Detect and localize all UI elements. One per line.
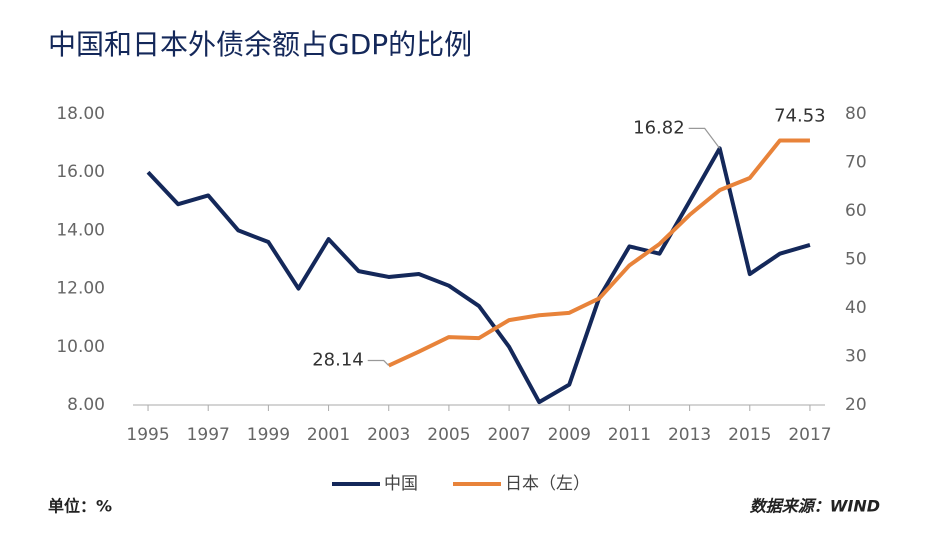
x-tick-label: 2001	[307, 425, 350, 445]
data-label: 74.53	[774, 106, 826, 127]
y2-tick-label: 20	[845, 395, 867, 415]
leader-line	[367, 359, 390, 366]
y-tick-label: 10.00	[56, 337, 105, 357]
x-tick-label: 2015	[728, 425, 771, 445]
series-line	[387, 138, 810, 368]
y2-tick-label: 40	[845, 298, 867, 318]
y2-tick-label: 70	[845, 153, 867, 173]
y2-tick-label: 30	[845, 347, 867, 367]
x-tick-label: 2003	[367, 425, 410, 445]
x-tick-label: 1999	[247, 425, 290, 445]
unit-note: 单位：%	[48, 497, 112, 516]
x-tick-label: 2009	[548, 425, 591, 445]
x-tick-label: 2005	[427, 425, 470, 445]
x-tick-label: 1997	[187, 425, 230, 445]
y-tick-label: 12.00	[56, 279, 105, 299]
y-tick-label: 16.00	[56, 162, 105, 182]
x-tick-label: 2007	[487, 425, 530, 445]
leader-line	[688, 127, 721, 149]
x-tick-label: 2017	[788, 425, 831, 445]
source-note: 数据来源：WIND	[750, 497, 880, 516]
y-tick-label: 8.00	[67, 395, 105, 415]
legend-label: 中国	[384, 474, 418, 494]
data-label: 16.82	[633, 117, 685, 138]
y2-tick-label: 60	[845, 201, 867, 221]
y-tick-label: 18.00	[56, 104, 105, 124]
series-line	[146, 146, 811, 405]
data-label: 28.14	[312, 350, 364, 371]
x-tick-label: 2011	[608, 425, 651, 445]
y-tick-label: 14.00	[56, 220, 105, 240]
y2-tick-label: 50	[845, 250, 867, 270]
legend-label: 日本（左）	[505, 474, 590, 494]
x-tick-label: 1995	[126, 425, 169, 445]
x-tick-label: 2013	[668, 425, 711, 445]
y2-tick-label: 80	[845, 104, 867, 124]
chart-title: 中国和日本外债余额占GDP的比例	[48, 28, 472, 61]
